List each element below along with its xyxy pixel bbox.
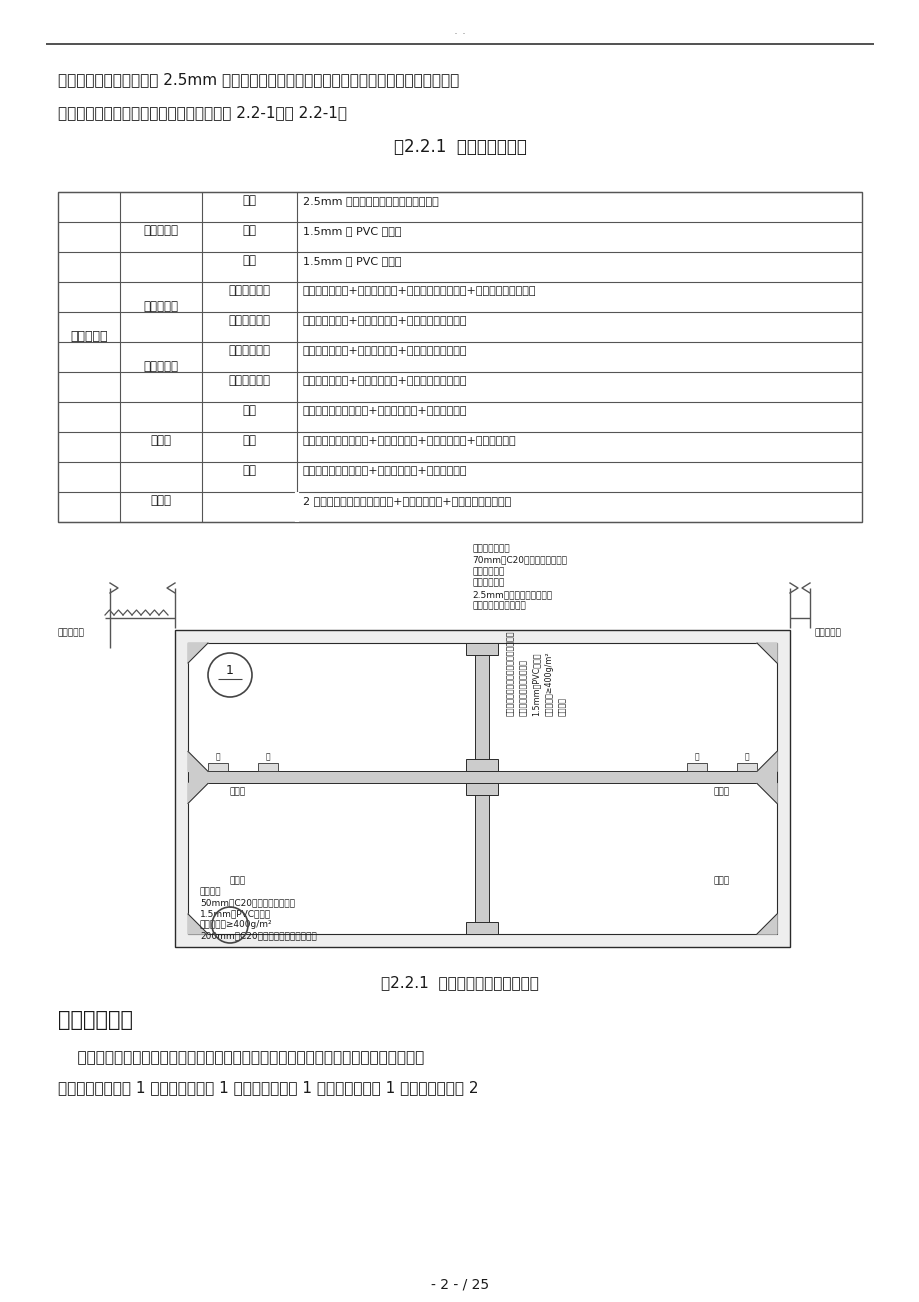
Text: 中埋式钢边橡胶止水带+防水嵌缝材料+外贴式止水带+不锈钢接水槽: 中埋式钢边橡胶止水带+防水嵌缝材料+外贴式止水带+不锈钢接水槽 <box>302 436 516 447</box>
Text: 附加防水层: 附加防水层 <box>143 224 178 237</box>
Text: 防静电保湿层: 防静电保湿层 <box>472 578 505 587</box>
Text: 1: 1 <box>226 664 233 677</box>
Text: 50mm厚C20卵石混凝土保护层: 50mm厚C20卵石混凝土保护层 <box>199 898 295 907</box>
Text: 缝: 缝 <box>743 753 748 762</box>
Text: 防水等级一级: 防水等级一级 <box>228 345 270 358</box>
Text: 1.5mm 厚 PVC 防水板: 1.5mm 厚 PVC 防水板 <box>302 227 401 236</box>
Text: 镀锌钢板止水带+外贴式止水带+水泥基渗透结晶材料: 镀锌钢板止水带+外贴式止水带+水泥基渗透结晶材料 <box>302 316 467 326</box>
Text: 70mm厚C20卵石混凝土保护层: 70mm厚C20卵石混凝土保护层 <box>472 556 567 565</box>
Text: 1.5mm 厚 PVC 防水板: 1.5mm 厚 PVC 防水板 <box>302 256 401 266</box>
Text: 施工缝: 施工缝 <box>230 876 245 885</box>
Text: 结构侧墙: 结构侧墙 <box>558 697 566 716</box>
Bar <box>736 763 756 771</box>
Text: 某站工区作为本工程实施的主要管理机构，在标段项目经理部领导下开展工作，防水施: 某站工区作为本工程实施的主要管理机构，在标段项目经理部领导下开展工作，防水施 <box>58 1049 424 1065</box>
Bar <box>187 643 777 934</box>
Text: 施工缝: 施工缝 <box>230 788 245 797</box>
Text: 土工布垫层≥400g/m²: 土工布垫层≥400g/m² <box>199 921 272 930</box>
Text: 明挖法结构: 明挖法结构 <box>70 329 108 342</box>
Text: 表2.2.1  防水措施示意图: 表2.2.1 防水措施示意图 <box>393 138 526 156</box>
Text: 工设置工区负责人 1 名、技术负责人 1 名、质量工程师 1 名，安全工程师 1 名、试验工程师 2: 工设置工区负责人 1 名、技术负责人 1 名、质量工程师 1 名，安全工程师 1… <box>58 1079 478 1095</box>
Polygon shape <box>187 784 208 803</box>
Bar <box>175 630 789 947</box>
Bar <box>466 759 498 771</box>
Text: 施工缝: 施工缝 <box>713 876 730 885</box>
Text: 镀锌钢板止水带+外贴式止水带+水泥基渗透结晶材料: 镀锌钢板止水带+外贴式止水带+水泥基渗透结晶材料 <box>302 346 467 355</box>
Polygon shape <box>756 784 777 803</box>
Bar <box>475 784 489 934</box>
Text: 中埋式钢边橡胶止水带+防水嵌缝材料+外贴式止水带: 中埋式钢边橡胶止水带+防水嵌缝材料+外贴式止水带 <box>302 466 467 477</box>
Text: 变形缝: 变形缝 <box>151 435 171 448</box>
Text: 环向施工缝: 环向施工缝 <box>143 299 178 312</box>
Polygon shape <box>187 643 208 663</box>
Bar <box>58 191 861 522</box>
Text: 镀锌钢板止水带+外贴式止水带+水泥基渗透结晶材料: 镀锌钢板止水带+外贴式止水带+水泥基渗透结晶材料 <box>302 376 467 385</box>
Text: 1.5mm厚PVC防水板: 1.5mm厚PVC防水板 <box>199 909 271 918</box>
Text: 主体结构钢筋混凝土顶板（详见结构图）: 主体结构钢筋混凝土顶板（详见结构图） <box>505 630 515 716</box>
Text: 体系，辅以附加防水层加强防水。（详见表 2.2-1、图 2.2-1）: 体系，辅以附加防水层加强防水。（详见表 2.2-1、图 2.2-1） <box>58 105 346 120</box>
Text: 标高填坡线: 标高填坡线 <box>58 628 85 637</box>
Polygon shape <box>187 751 208 771</box>
Text: 土工布垫层≥400g/m²: 土工布垫层≥400g/m² <box>544 651 553 716</box>
Text: 顶板: 顶板 <box>243 194 256 207</box>
Bar <box>187 771 777 784</box>
Text: 缝: 缝 <box>266 753 270 762</box>
Text: 缝: 缝 <box>694 753 698 762</box>
Text: 2 道遇膨胀型遇水膨胀止水胶+外贴式止水带+可重复注浆的注浆管: 2 道遇膨胀型遇水膨胀止水胶+外贴式止水带+可重复注浆的注浆管 <box>302 496 511 506</box>
Text: 2.5mm 厚双组分聚氨酯涂料（非焦油）: 2.5mm 厚双组分聚氨酯涂料（非焦油） <box>302 197 438 206</box>
Text: 防水等级二级: 防水等级二级 <box>228 375 270 388</box>
Text: 素土夯实回填层: 素土夯实回填层 <box>472 544 509 553</box>
Text: 防水等级一级: 防水等级一级 <box>228 285 270 297</box>
Text: 侧墙: 侧墙 <box>243 224 256 237</box>
Text: 三、施工组织: 三、施工组织 <box>58 1010 133 1030</box>
Text: 标高填坡线: 标高填坡线 <box>814 628 841 637</box>
Text: 板等材料；顶板防水采用 2.5mm 厚双组分聚氨酯涂层等。车站结构防水为钢筋砼结构自防水: 板等材料；顶板防水采用 2.5mm 厚双组分聚氨酯涂层等。车站结构防水为钢筋砼结… <box>58 72 459 87</box>
Bar <box>466 922 498 934</box>
Bar <box>466 784 498 796</box>
Bar <box>475 643 489 771</box>
Text: 镀锌钢板止水带+外贴式止水带+可重复注浆的注浆管+水泥基渗透结晶材料: 镀锌钢板止水带+外贴式止水带+可重复注浆的注浆管+水泥基渗透结晶材料 <box>302 286 536 296</box>
Text: · ·: · · <box>453 27 466 40</box>
Text: 隔离无纺布层: 隔离无纺布层 <box>472 566 505 575</box>
Text: 施工缝: 施工缝 <box>713 788 730 797</box>
Bar <box>686 763 706 771</box>
Text: 防水等级二级: 防水等级二级 <box>228 315 270 328</box>
Text: 缝: 缝 <box>215 753 220 762</box>
Text: 侧墙: 侧墙 <box>243 435 256 448</box>
Text: - 2 - / 25: - 2 - / 25 <box>430 1279 489 1292</box>
Polygon shape <box>187 914 208 934</box>
Text: 底板: 底板 <box>243 465 256 478</box>
Text: 后浇带: 后浇带 <box>151 495 171 508</box>
Text: 结构底板: 结构底板 <box>199 887 221 896</box>
Bar <box>466 643 498 655</box>
Bar <box>208 763 228 771</box>
Text: 2.5mm厚双组分聚氨酯涂料: 2.5mm厚双组分聚氨酯涂料 <box>472 590 552 599</box>
Text: 表2.2.1  结构防水措施典型断面图: 表2.2.1 结构防水措施典型断面图 <box>380 975 539 990</box>
Polygon shape <box>756 914 777 934</box>
Polygon shape <box>756 751 777 771</box>
Text: 顶板: 顶板 <box>243 405 256 418</box>
Text: 1.5mm厚PVC防水板: 1.5mm厚PVC防水板 <box>531 652 540 716</box>
Bar <box>257 763 278 771</box>
Text: 防护垫层（钢筋砼顶板面）: 防护垫层（钢筋砼顶板面） <box>518 659 528 716</box>
Text: 结构顶板（采购施工）: 结构顶板（采购施工） <box>472 602 526 611</box>
Text: 200mm厚C20混凝土垫层（采购施工）: 200mm厚C20混凝土垫层（采购施工） <box>199 931 316 940</box>
Polygon shape <box>756 643 777 663</box>
Text: 底板: 底板 <box>243 254 256 267</box>
Text: 水平施工缝: 水平施工缝 <box>143 359 178 372</box>
Text: 中埋式钢边橡胶止水带+防水嵌缝材料+不锈钢接水槽: 中埋式钢边橡胶止水带+防水嵌缝材料+不锈钢接水槽 <box>302 406 467 417</box>
